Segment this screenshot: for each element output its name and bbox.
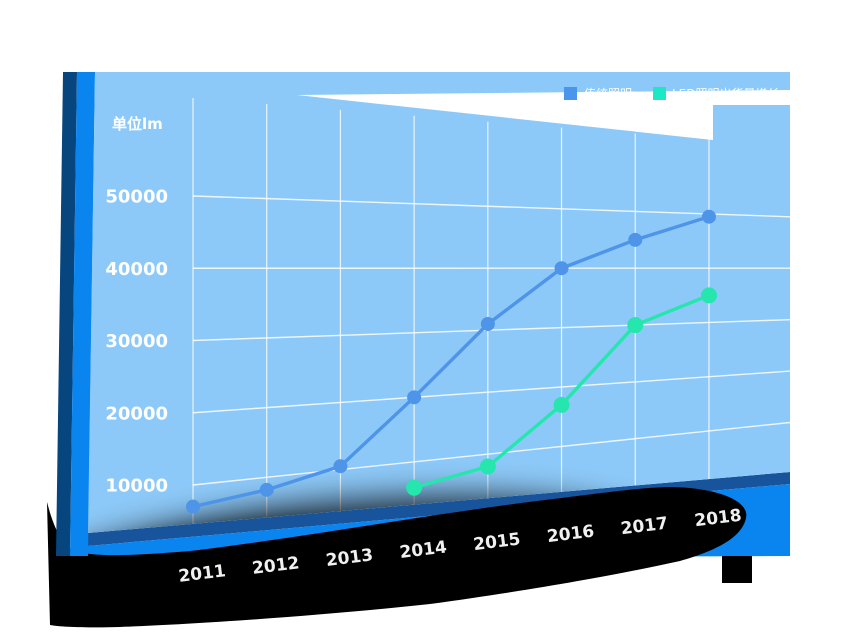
horizontal-gridlines — [192, 195, 791, 486]
y-axis-tick-label: 50000 — [105, 187, 168, 208]
gridline-horizontal — [192, 421, 791, 486]
ground-shadow-blob — [47, 487, 747, 628]
data-point — [553, 396, 570, 413]
data-point — [186, 499, 200, 514]
y-axis-tick-label: 40000 — [105, 259, 168, 280]
data-point — [628, 232, 643, 247]
data-point — [627, 317, 644, 334]
legend-swatch-series2 — [653, 87, 666, 100]
data-point — [554, 261, 569, 276]
legend: 传统照明 LED照明出货量增长 — [564, 86, 780, 101]
data-point — [701, 209, 716, 224]
data-point — [406, 479, 423, 496]
y-axis-ticks: 10000 20000 30000 40000 50000 — [105, 187, 168, 497]
vertical-gridlines — [192, 98, 710, 524]
data-point — [259, 482, 274, 497]
top-white-wedge — [297, 90, 790, 140]
data-point — [479, 458, 496, 475]
unit-label: 单位lm — [112, 115, 163, 133]
data-point — [407, 390, 422, 405]
data-series — [186, 209, 717, 514]
gridline-horizontal — [192, 318, 791, 342]
shadow-corner-block — [722, 556, 752, 583]
data-point — [480, 317, 495, 332]
y-axis-tick-label: 30000 — [105, 331, 168, 352]
legend-label-series2: LED照明出货量增长 — [672, 86, 780, 101]
gridline-horizontal — [192, 370, 791, 414]
plot-panel — [88, 72, 790, 533]
data-point — [333, 459, 348, 474]
left-edge-blue-strip — [70, 72, 95, 556]
series-line — [191, 214, 711, 509]
y-axis-tick-label: 20000 — [105, 403, 168, 424]
y-axis-tick-label: 10000 — [105, 476, 168, 497]
gridline-horizontal — [192, 195, 791, 218]
base-edge-navy-band — [88, 472, 790, 546]
legend-swatch-series1 — [564, 87, 577, 100]
data-point — [700, 287, 717, 304]
legend-label-series1: 传统照明 — [584, 86, 632, 101]
